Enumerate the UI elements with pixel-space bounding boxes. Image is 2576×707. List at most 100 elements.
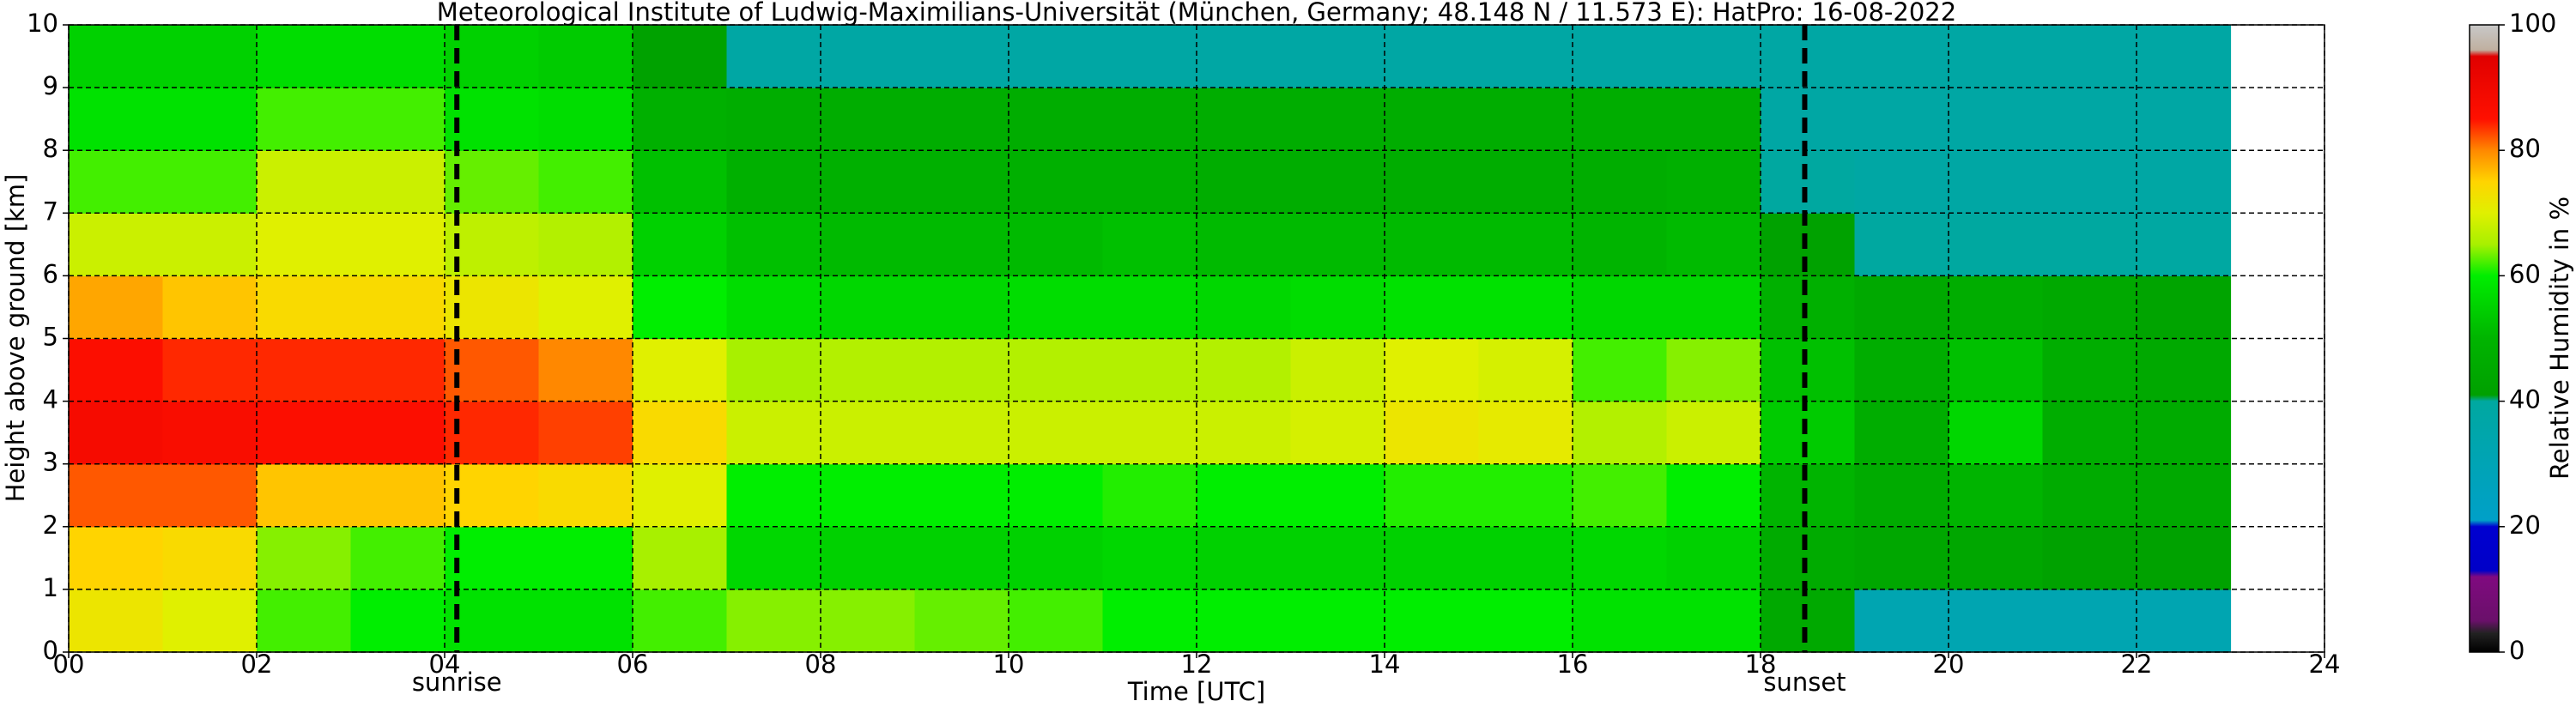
heatmap-cell: [1949, 589, 2044, 653]
colorbar-tick-label: 100: [2509, 9, 2556, 38]
x-tick-label: 14: [1369, 650, 1401, 679]
heatmap-cell: [726, 25, 821, 88]
heatmap-cell: [1009, 150, 1104, 214]
heatmap-cell: [1009, 463, 1104, 528]
heatmap-cell: [350, 463, 445, 528]
heatmap-cell: [1478, 275, 1573, 340]
heatmap-cell: [69, 589, 164, 653]
heatmap-cell: [1761, 401, 1856, 465]
heatmap-cell: [1666, 275, 1761, 340]
heatmap-cell: [1102, 401, 1197, 465]
heatmap-cell: [2137, 526, 2232, 590]
heatmap-cell: [445, 526, 540, 590]
heatmap-cell: [1102, 88, 1197, 151]
heatmap-cell: [821, 275, 916, 340]
heatmap-cell: [821, 150, 916, 214]
heatmap-cell: [257, 213, 352, 276]
heatmap-cell: [914, 88, 1009, 151]
heatmap-cell: [257, 88, 352, 151]
heatmap-cell: [633, 275, 728, 340]
y-tick-label: 0: [43, 636, 58, 665]
heatmap-cell: [633, 338, 728, 402]
heatmap-cell: [1197, 25, 1292, 88]
heatmap-cell: [1197, 401, 1292, 465]
heatmap-cell: [1478, 338, 1573, 402]
heatmap-cell: [445, 88, 540, 151]
heatmap-cell: [162, 150, 258, 214]
heatmap-cell: [69, 338, 164, 402]
heatmap-cell: [445, 25, 540, 88]
heatmap-cell: [1290, 275, 1385, 340]
heatmap-cell: [1009, 88, 1104, 151]
heatmap-cell: [1761, 88, 1856, 151]
heatmap-cell: [538, 526, 633, 590]
heatmap-cell: [2042, 463, 2137, 528]
y-tick-label: 9: [43, 71, 58, 100]
y-tick-label: 4: [43, 385, 58, 414]
heatmap-cell: [914, 526, 1009, 590]
heatmap-cell: [726, 589, 821, 653]
heatmap-cell: [162, 88, 258, 151]
heatmap-cell: [2042, 25, 2137, 88]
heatmap-cell: [350, 526, 445, 590]
heatmap-cell: [1854, 275, 1949, 340]
heatmap-cell: [2042, 526, 2137, 590]
heatmap-cell: [821, 338, 916, 402]
heatmap-cell: [1102, 463, 1197, 528]
heatmap-cell: [445, 401, 540, 465]
heatmap-cell: [1854, 401, 1949, 465]
heatmap-cell: [1478, 213, 1573, 276]
heatmap-cell: [1573, 526, 1668, 590]
heatmap-cell: [1854, 25, 1949, 88]
heatmap-cell: [1102, 526, 1197, 590]
heatmap-cell: [1666, 401, 1761, 465]
heatmap-cell: [1573, 401, 1668, 465]
heatmap-cell: [1666, 25, 1761, 88]
heatmap-cell: [1478, 526, 1573, 590]
heatmap-cell: [257, 150, 352, 214]
x-tick-label: 12: [1181, 650, 1213, 679]
heatmap-cell: [538, 463, 633, 528]
heatmap-cell: [350, 338, 445, 402]
heatmap-cell: [162, 213, 258, 276]
heatmap-cell: [538, 275, 633, 340]
heatmap-cell: [257, 463, 352, 528]
heatmap-cell: [1197, 213, 1292, 276]
heatmap-cell: [162, 589, 258, 653]
y-tick-label: 8: [43, 134, 58, 163]
heatmap-cell: [1102, 589, 1197, 653]
heatmap-cell: [1197, 589, 1292, 653]
heatmap-cell: [445, 463, 540, 528]
heatmap-cell: [1949, 463, 2044, 528]
x-tick-label: 16: [1557, 650, 1589, 679]
colorbar: [2469, 24, 2500, 653]
x-tick-label: 20: [1933, 650, 1965, 679]
heatmap-cell: [2137, 401, 2232, 465]
heatmap-cell: [2137, 213, 2232, 276]
heatmap-cell: [538, 150, 633, 214]
heatmap-cell: [257, 275, 352, 340]
heatmap-cell: [2137, 338, 2232, 402]
heatmap-cell: [1385, 213, 1480, 276]
heatmap-cell: [2137, 589, 2232, 653]
colorbar-tick-label: 20: [2509, 511, 2541, 540]
heatmap-cell: [1385, 401, 1480, 465]
heatmap-cell: [69, 275, 164, 340]
heatmap-cell: [1666, 463, 1761, 528]
heatmap-cell: [1573, 213, 1668, 276]
heatmap-cell: [1949, 25, 2044, 88]
heatmap-cell: [1761, 338, 1856, 402]
heatmap-cell: [1666, 338, 1761, 402]
heatmap-cell: [538, 213, 633, 276]
heatmap-cell: [1854, 338, 1949, 402]
heatmap-cell: [162, 401, 258, 465]
y-tick-label: 5: [43, 323, 58, 352]
colorbar-tick-label: 60: [2509, 259, 2541, 288]
annotation-label: sunrise: [412, 668, 502, 697]
heatmap-cell: [633, 25, 728, 88]
y-tick-label: 10: [27, 9, 58, 38]
heatmap-cell: [1761, 150, 1856, 214]
heatmap-cell: [1854, 589, 1949, 653]
annotation-label: sunset: [1763, 668, 1846, 697]
heatmap-cell: [1761, 463, 1856, 528]
